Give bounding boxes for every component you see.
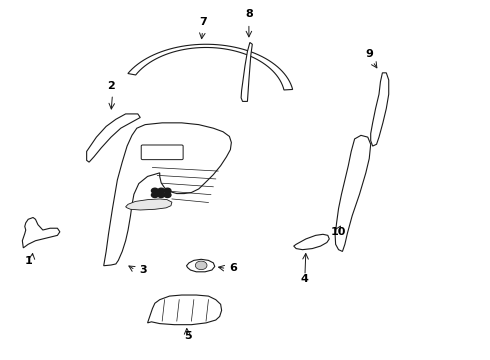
Circle shape (151, 188, 158, 193)
Circle shape (196, 261, 207, 270)
Circle shape (158, 193, 165, 198)
Polygon shape (147, 295, 221, 325)
FancyBboxPatch shape (141, 145, 183, 159)
Text: 6: 6 (229, 263, 237, 273)
Polygon shape (125, 199, 172, 210)
Polygon shape (241, 42, 252, 102)
Text: 7: 7 (200, 17, 207, 27)
Text: 1: 1 (24, 256, 32, 266)
Polygon shape (23, 217, 60, 248)
Text: 2: 2 (107, 81, 115, 91)
Text: 10: 10 (331, 228, 346, 237)
Polygon shape (87, 114, 140, 162)
Circle shape (164, 193, 171, 198)
Polygon shape (335, 135, 371, 251)
Polygon shape (104, 123, 231, 266)
Text: 8: 8 (245, 9, 253, 19)
Polygon shape (187, 259, 215, 272)
Circle shape (151, 193, 158, 198)
Polygon shape (371, 73, 389, 146)
Text: 4: 4 (301, 274, 309, 284)
Polygon shape (128, 44, 293, 90)
Circle shape (164, 188, 171, 193)
Text: 5: 5 (184, 331, 191, 341)
Text: 3: 3 (139, 265, 147, 275)
Polygon shape (294, 234, 329, 249)
Circle shape (158, 188, 165, 193)
Text: 9: 9 (366, 49, 373, 59)
